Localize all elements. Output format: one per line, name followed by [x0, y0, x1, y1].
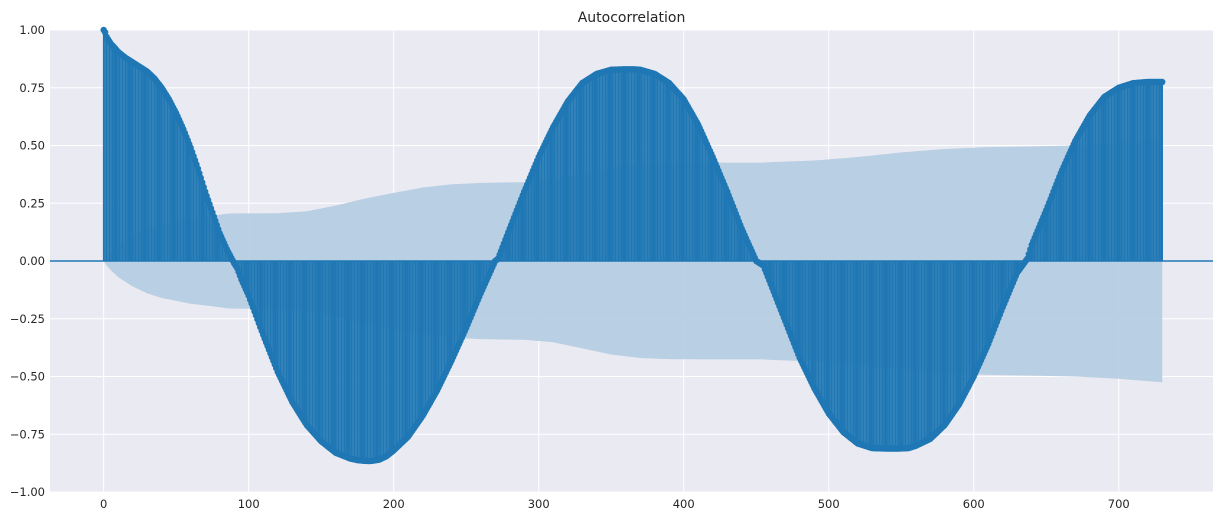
- x-tick-label: 0: [100, 497, 107, 511]
- y-tick-label: 0.00: [19, 254, 45, 268]
- y-tick-label: 0.75: [19, 81, 45, 95]
- x-tick-label: 500: [818, 497, 840, 511]
- acf-markers: [100, 26, 1166, 465]
- y-tick-label: −0.25: [10, 312, 45, 326]
- x-tick-label: 600: [963, 497, 985, 511]
- y-tick-label: 1.00: [19, 23, 45, 37]
- x-tick-label: 300: [528, 497, 550, 511]
- acf-marker: [1159, 78, 1166, 86]
- y-tick-label: −0.75: [10, 427, 45, 441]
- y-tick-label: −0.50: [10, 370, 45, 384]
- tick-labels: 0 100 200 300 400 500 600 700 −1.00 −0.75 −0.50 −0.…: [10, 23, 1130, 511]
- y-tick-label: 0.50: [19, 139, 45, 153]
- x-tick-label: 100: [238, 497, 260, 511]
- acf-stems: [102, 30, 1163, 462]
- chart-title: Autocorrelation: [578, 10, 686, 26]
- x-tick-label: 200: [383, 497, 405, 511]
- y-tick-label: −1.00: [10, 485, 45, 499]
- y-tick-label: 0.25: [19, 196, 45, 210]
- x-tick-label: 400: [673, 497, 695, 511]
- x-tick-label: 700: [1108, 497, 1130, 511]
